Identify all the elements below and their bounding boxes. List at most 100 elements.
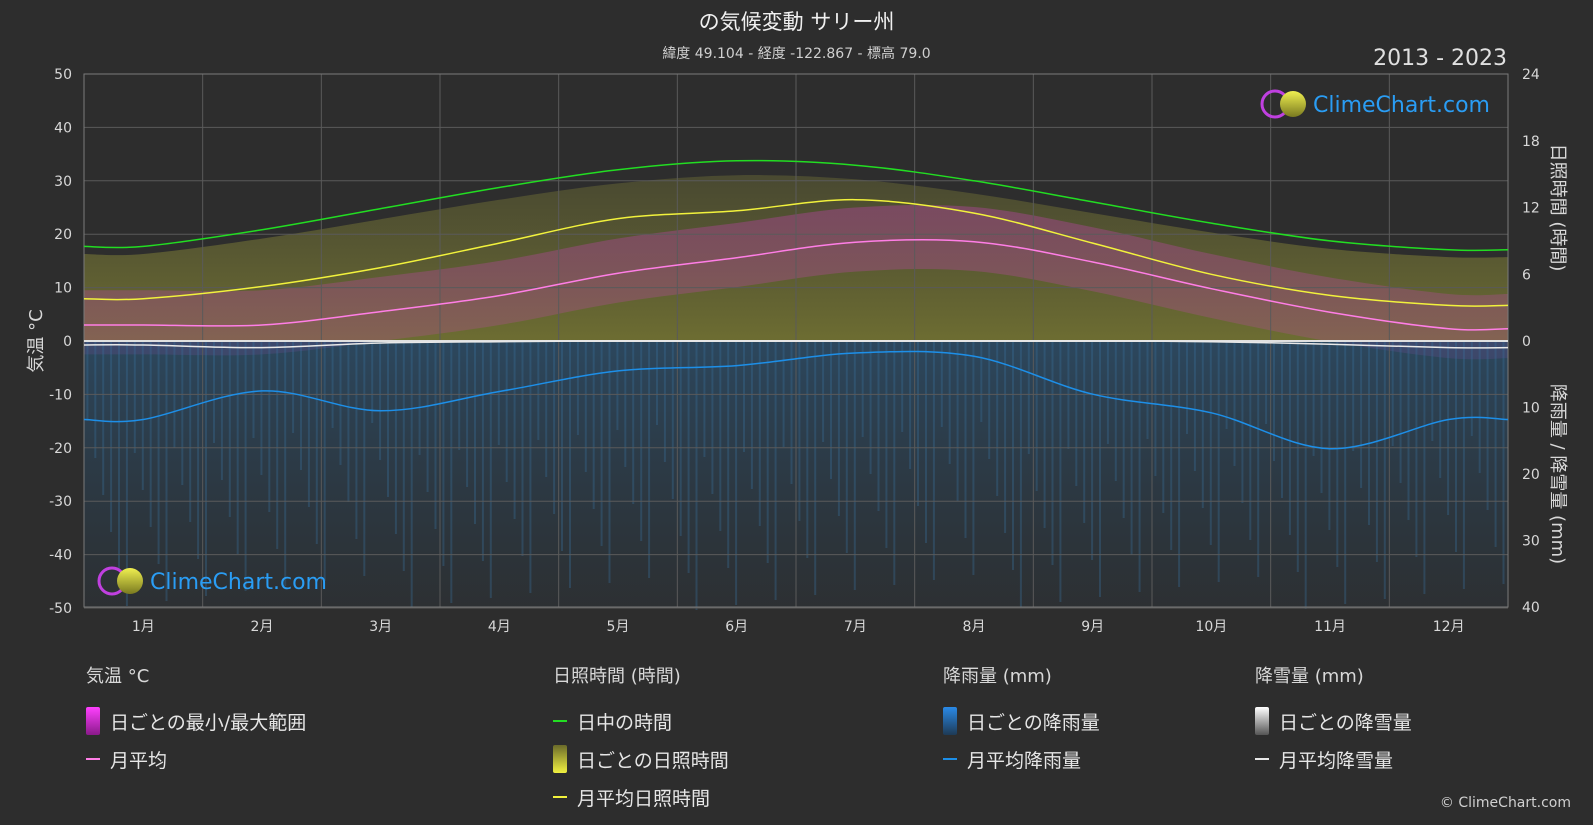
daylight-line bbox=[83, 159, 1509, 252]
x-tick-label: 5月 bbox=[607, 619, 630, 635]
rain-daily-bar bbox=[1486, 341, 1489, 510]
rain-daily-bar bbox=[1265, 341, 1268, 424]
rain-daily-bar bbox=[1075, 341, 1078, 486]
x-tick-label: 9月 bbox=[1081, 619, 1104, 635]
rain-daily-bar bbox=[300, 341, 302, 470]
rain-daily-bar bbox=[932, 341, 935, 580]
climechart-logo: ClimeChart.com bbox=[97, 566, 327, 596]
rain-daily-bar bbox=[1083, 341, 1086, 523]
rain-daily-bar bbox=[323, 341, 326, 581]
rain-daily-bar bbox=[743, 341, 745, 452]
legend-rain: 降雨量 (mm) 日ごとの降雨量 月平均降雨量 bbox=[943, 662, 1100, 778]
legend-label: 日中の時間 bbox=[577, 711, 673, 734]
legend-item: 月平均降雪量 bbox=[1255, 740, 1412, 778]
y-right-top-tick-label: 18 bbox=[1522, 134, 1540, 150]
legend-item: 月平均降雨量 bbox=[943, 740, 1100, 778]
rain-daily-bar bbox=[434, 341, 437, 529]
rain-daily-bar bbox=[1051, 341, 1054, 565]
snow-daily-swatch bbox=[1255, 707, 1269, 735]
rain-daily-bar bbox=[1106, 341, 1109, 444]
axes: 50 40 30 20 10 0 -10 -20 -30 -40 -50 24 18 12 6 0 10 20 30… bbox=[26, 67, 1568, 635]
rain-daily-bar bbox=[758, 341, 761, 526]
logo-sun-icon bbox=[117, 568, 143, 594]
rain-daily-bar bbox=[426, 341, 429, 492]
sunshine-daily-swatch bbox=[553, 745, 567, 773]
rain-daily-bar bbox=[972, 341, 975, 575]
y-left-axis-label: 気温 °C bbox=[26, 309, 47, 372]
rain-daily-bar bbox=[584, 341, 587, 472]
rain-daily-bar bbox=[1383, 341, 1386, 599]
rain-daily-bar bbox=[442, 341, 445, 566]
y-right-top-tick-label: 24 bbox=[1522, 67, 1540, 83]
legend-snow: 降雪量 (mm) 日ごとの降雪量 月平均降雪量 bbox=[1255, 662, 1412, 778]
rain-daily-bar bbox=[497, 341, 500, 445]
x-tick-label: 3月 bbox=[369, 619, 392, 635]
rain-daily-bar bbox=[671, 341, 674, 499]
y-right-top-axis-label: 日照時間 (時間) bbox=[1547, 144, 1568, 272]
rain-daily-bar bbox=[1455, 341, 1457, 552]
rain-daily-bar bbox=[1154, 341, 1157, 476]
rain-daily-bar bbox=[418, 341, 421, 455]
legend-label: 日ごとの最小/最大範囲 bbox=[110, 711, 307, 734]
rain-daily-bar bbox=[118, 341, 120, 569]
rain-daily-bar bbox=[94, 341, 97, 458]
rain-daily-bar bbox=[814, 341, 817, 595]
rain-daily-bar bbox=[1225, 341, 1228, 429]
legend-item: 月平均日照時間 bbox=[553, 778, 729, 816]
rain-daily-bar bbox=[363, 341, 366, 576]
y-left-tick-label: 20 bbox=[54, 227, 72, 243]
rain-daily-bar bbox=[1201, 341, 1204, 508]
sunshine-avg-line bbox=[83, 198, 1509, 307]
rain-daily-bar bbox=[545, 341, 548, 477]
period-label: 2013 - 2023 bbox=[1373, 46, 1507, 71]
y-right-bottom-tick-label: 10 bbox=[1522, 401, 1540, 417]
rain-daily-bar bbox=[1447, 341, 1450, 515]
x-tick-label: 6月 bbox=[725, 619, 748, 635]
rain-daily-bar bbox=[1439, 341, 1442, 478]
rain-daily-bar bbox=[1012, 341, 1014, 570]
rain-daily-bar bbox=[1336, 341, 1339, 567]
logo-sun-icon bbox=[1280, 91, 1306, 117]
rain-daily-bar bbox=[1462, 341, 1465, 589]
rain-daily-bar bbox=[1027, 341, 1030, 454]
rain-daily-bar bbox=[1035, 341, 1038, 491]
rain-daily-bar bbox=[885, 341, 888, 548]
rain-daily-bar bbox=[458, 341, 461, 450]
chart-subtitle: 緯度 49.104 - 経度 -122.867 - 標高 79.0 bbox=[662, 46, 931, 62]
rain-daily-bar bbox=[1170, 341, 1173, 550]
legend-temperature: 気温 °C 日ごとの最小/最大範囲 月平均 bbox=[86, 662, 306, 778]
rain-daily-bar bbox=[940, 341, 943, 427]
y-right-bottom-tick-label: 40 bbox=[1522, 600, 1540, 616]
rain-daily-bar bbox=[845, 341, 848, 553]
rain-daily-bar bbox=[1423, 341, 1426, 594]
rain-daily-bar bbox=[371, 341, 374, 423]
rain-daily-bar bbox=[996, 341, 999, 496]
rain-daily-bar bbox=[505, 341, 508, 482]
rain-daily-bar bbox=[703, 341, 706, 457]
x-tick-label: 4月 bbox=[488, 619, 511, 635]
legend-heading: 降雪量 (mm) bbox=[1255, 666, 1364, 687]
rain-daily-bar bbox=[1099, 341, 1101, 597]
rain-daily-swatch bbox=[943, 707, 957, 735]
rain-daily-bar bbox=[228, 341, 231, 517]
rain-daily-bar bbox=[1233, 341, 1236, 466]
temp-range-swatch bbox=[86, 707, 100, 735]
y-left-tick-label: -30 bbox=[49, 494, 72, 510]
rain-daily-bar bbox=[474, 341, 476, 524]
rain-daily-bar bbox=[1019, 341, 1022, 607]
temp-avg-line bbox=[83, 238, 1509, 331]
rain-daily-bar bbox=[1415, 341, 1418, 557]
rain-daily-bar bbox=[1122, 341, 1125, 518]
rain-daily-bar bbox=[1209, 341, 1212, 545]
rain-daily-bar bbox=[561, 341, 563, 551]
rain-daily-bar bbox=[600, 341, 603, 546]
rain-daily-bar bbox=[307, 341, 310, 507]
chart-title: の気候変動 サリー州 bbox=[698, 10, 895, 34]
rain-daily-bar bbox=[1043, 341, 1046, 528]
rain-daily-bar bbox=[410, 341, 413, 608]
rain-daily-bar bbox=[1391, 341, 1394, 446]
x-tick-label: 1月 bbox=[132, 619, 155, 635]
x-tick-label: 10月 bbox=[1195, 619, 1227, 635]
rain-daily-bar bbox=[379, 341, 382, 460]
rain-daily-bar bbox=[1138, 341, 1141, 592]
